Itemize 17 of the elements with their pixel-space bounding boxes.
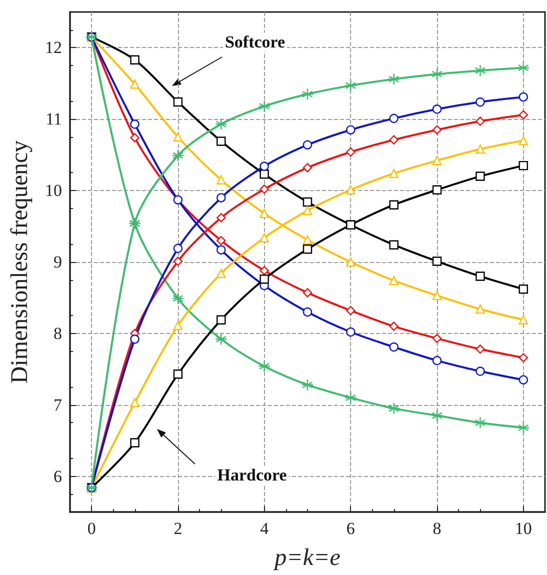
x-tick-label: 4 [260, 519, 270, 538]
x-tick-label: 6 [346, 519, 355, 538]
y-tick-label: 12 [45, 38, 62, 58]
y-axis-title: Dimensionless frequency [7, 140, 33, 384]
x-tick-label: 8 [432, 519, 442, 538]
x-tick-label: 2 [174, 519, 182, 538]
x-tick-label: 0 [87, 519, 96, 538]
annotation: Softcore [224, 32, 286, 52]
annotation: Hardcore [217, 466, 288, 484]
y-tick-label: 10 [45, 181, 62, 200]
y-tick-label: 7 [54, 395, 62, 414]
y-tick-label: 9 [54, 252, 62, 272]
y-tick-label: 8 [54, 324, 62, 343]
y-tick-label: 6 [54, 466, 62, 486]
x-tick-label: 10 [514, 519, 532, 538]
x-axis-title: p=k=e [272, 545, 341, 571]
y-tick-label: 11 [46, 110, 62, 129]
